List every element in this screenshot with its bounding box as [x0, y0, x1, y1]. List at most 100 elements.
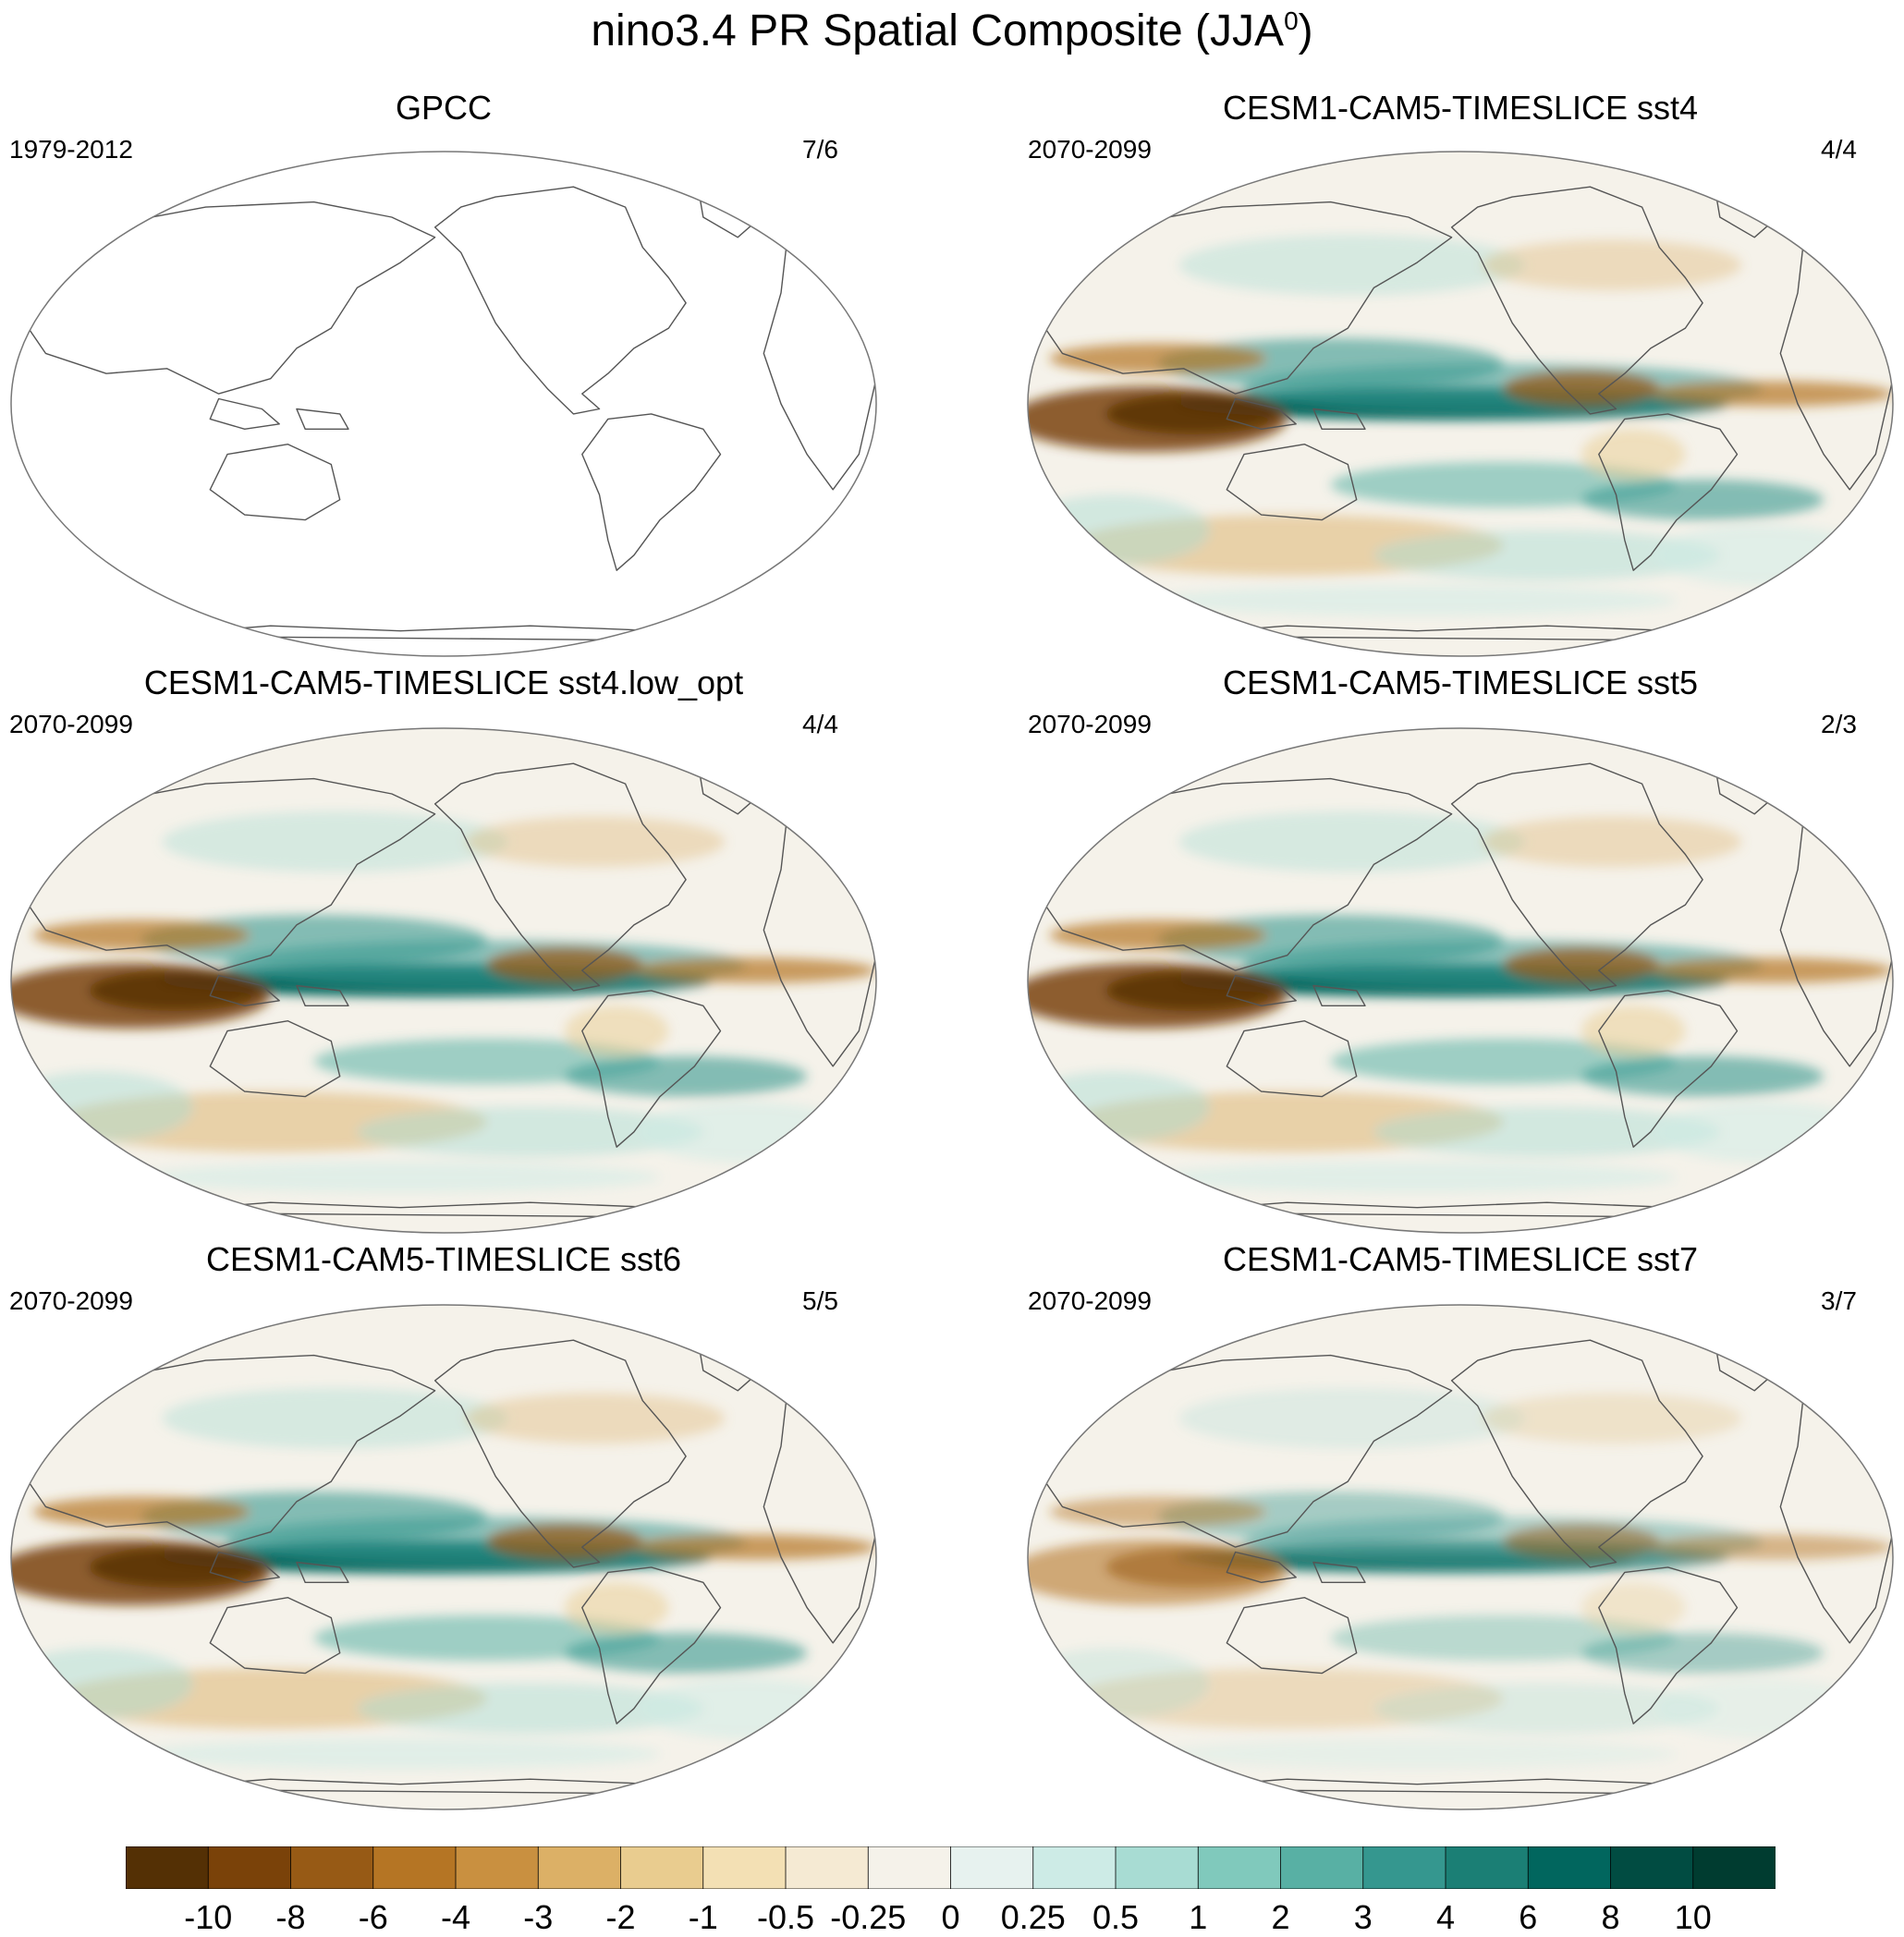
coastline: [1598, 1566, 1739, 1724]
panel-count-sst6: 5/5: [802, 1286, 838, 1315]
colorbar-swatch: [867, 1846, 952, 1889]
anomaly-region: [465, 816, 726, 868]
coastline: [581, 413, 722, 571]
colorbar-swatch: [372, 1846, 457, 1889]
coastline: [433, 1339, 687, 1568]
coastline: [1226, 1551, 1297, 1583]
coastline: [11, 201, 436, 395]
anomaly-region: [1581, 1582, 1686, 1633]
panel-period-sst4: 2070-2099: [1028, 135, 1152, 164]
coastline: [209, 1597, 341, 1675]
coastline: [1226, 1020, 1358, 1098]
panel-count-sst4: 4/4: [1821, 135, 1857, 164]
coastline: [1226, 397, 1297, 430]
anomaly-region: [1482, 239, 1742, 291]
coastline: [1312, 1561, 1366, 1583]
colorbar-swatch: [950, 1846, 1034, 1889]
colorbar-swatch: [1280, 1846, 1364, 1889]
coastline: [1226, 444, 1358, 521]
anomaly-region: [1581, 1005, 1686, 1056]
panel-period-sst6: 2070-2099: [9, 1286, 133, 1315]
coastline: [581, 990, 722, 1148]
panel-title-sst6: CESM1-CAM5-TIMESLICE sst6: [205, 1240, 682, 1278]
anomaly-region: [1503, 1524, 1660, 1560]
map-border: [10, 151, 877, 657]
panel-period-gpcc: 1979-2012: [9, 135, 133, 164]
colorbar-label: 1: [1189, 1898, 1208, 1936]
coastline: [581, 1566, 722, 1724]
colorbar-label: -10: [184, 1898, 233, 1936]
panel-period-sst7: 2070-2099: [1028, 1286, 1152, 1315]
colorbar-swatch: [1527, 1846, 1612, 1889]
map-sst4: [1027, 151, 1894, 657]
coastline: [1450, 762, 1703, 992]
panel-title-sst7: CESM1-CAM5-TIMESLICE sst7: [1222, 1240, 1699, 1278]
colorbar-swatch: [537, 1846, 622, 1889]
colorbar-label: 0: [941, 1898, 960, 1936]
map-sst7: [1027, 1304, 1894, 1810]
anomaly-region: [140, 1738, 660, 1770]
anomaly-region: [1157, 1738, 1677, 1770]
colorbar-swatch: [785, 1846, 870, 1889]
anomaly-region: [1373, 1683, 1720, 1735]
map-border: [1027, 727, 1894, 1234]
anomaly-region: [1651, 957, 1893, 983]
map-sst4-low-opt: [10, 727, 877, 1234]
coastline: [209, 397, 280, 430]
anomaly-region: [1105, 394, 1279, 434]
anomaly-region: [465, 1393, 726, 1444]
map-field: [1028, 1305, 1893, 1809]
map-border: [10, 727, 877, 1234]
anomaly-region: [1178, 235, 1526, 296]
colorbar-swatch: [126, 1846, 210, 1889]
anomaly-region: [1503, 371, 1660, 407]
coastline: [1028, 201, 1453, 395]
anomaly-region: [565, 1582, 669, 1633]
map-field: [11, 1305, 876, 1809]
anomaly-region: [638, 1678, 855, 1739]
colorbar-swatch: [1032, 1846, 1117, 1889]
anomaly-region: [89, 1547, 262, 1588]
map-border: [1027, 1304, 1894, 1810]
panel-count-sst5: 2/3: [1821, 710, 1857, 738]
anomaly-region: [357, 1106, 703, 1158]
coastline: [433, 762, 687, 992]
colorbar-swatch: [290, 1846, 374, 1889]
colorbar-label: -2: [605, 1898, 636, 1936]
colorbar-label: -8: [275, 1898, 306, 1936]
anomaly-region: [1028, 1071, 1210, 1142]
colorbar-swatch: [620, 1846, 704, 1889]
anomaly-region: [1373, 1106, 1720, 1158]
coastline: [1028, 1354, 1453, 1548]
colorbar-label: 4: [1435, 1898, 1456, 1936]
panel-title-sst4-low-opt: CESM1-CAM5-TIMESLICE sst4.low_opt: [143, 664, 744, 701]
anomaly-region: [1157, 585, 1677, 616]
panel-count-sst4-low-opt: 4/4: [802, 710, 838, 738]
anomaly-region: [1482, 816, 1742, 868]
colorbar-swatch: [1610, 1846, 1694, 1889]
coastline: [1226, 974, 1297, 1006]
anomaly-region: [565, 1055, 808, 1097]
colorbar-label: 10: [1674, 1898, 1712, 1936]
colorbar-label: -3: [523, 1898, 554, 1936]
coastline: [11, 777, 436, 971]
panel-count-sst7: 3/7: [1821, 1286, 1857, 1315]
anomaly-region: [1581, 1055, 1825, 1097]
anomaly-region: [1105, 1547, 1279, 1588]
anomaly-region: [486, 1524, 643, 1560]
anomaly-region: [1651, 381, 1893, 407]
colorbar-label: 0.5: [1092, 1898, 1140, 1936]
coastline: [1312, 408, 1366, 430]
anomaly-region: [1178, 811, 1526, 872]
map-sst5: [1027, 727, 1894, 1234]
colorbar-label: 6: [1519, 1898, 1538, 1936]
map-sst6: [10, 1304, 877, 1810]
anomaly-region: [1503, 947, 1660, 983]
panel-title-sst5: CESM1-CAM5-TIMESLICE sst5: [1222, 664, 1699, 701]
colorbar-swatch: [702, 1846, 787, 1889]
coastline: [433, 186, 687, 415]
panel-period-sst4-low-opt: 2070-2099: [9, 710, 133, 738]
coastline: [1450, 186, 1703, 415]
anomaly-region: [565, 1005, 669, 1056]
anomaly-region: [1482, 1393, 1742, 1444]
